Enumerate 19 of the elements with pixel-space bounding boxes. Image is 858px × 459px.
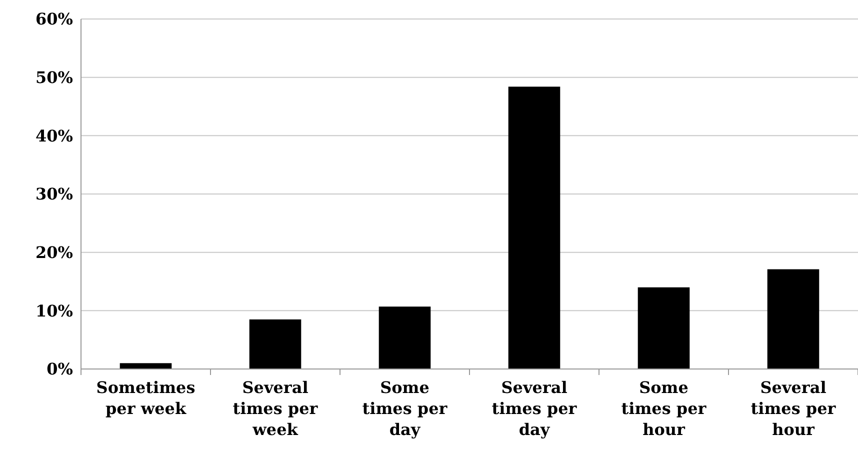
x-tick-label: Some times per day xyxy=(362,378,448,439)
y-tick-label: 10% xyxy=(36,301,73,320)
x-tick-label: Several times per day xyxy=(492,378,578,439)
y-tick-label: 20% xyxy=(36,242,73,262)
x-tick-label: Sometimes per week xyxy=(96,378,196,418)
y-tick-label: 50% xyxy=(36,68,73,87)
bar xyxy=(378,306,431,369)
bar xyxy=(638,287,690,369)
y-tick-label: 0% xyxy=(46,360,73,379)
y-tick-label: 40% xyxy=(36,126,73,146)
y-tick-label: 60% xyxy=(36,10,73,29)
bar xyxy=(249,319,302,369)
x-tick-label: Several times per hour xyxy=(750,378,836,439)
bar xyxy=(120,363,172,369)
x-tick-label: Some times per hour xyxy=(621,378,707,439)
bar xyxy=(508,86,560,369)
x-tick-label: Several times per week xyxy=(232,378,318,439)
y-tick-label: 30% xyxy=(36,184,73,204)
bar xyxy=(767,269,820,369)
